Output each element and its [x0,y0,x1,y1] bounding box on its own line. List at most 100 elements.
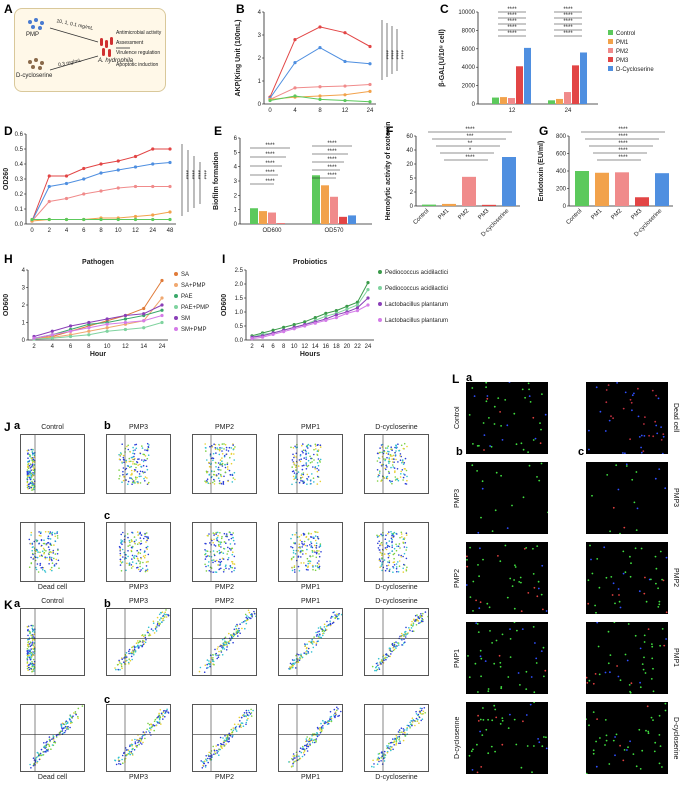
cell-dot [598,586,601,589]
flow-event [391,544,393,547]
flow-event [378,535,381,537]
flow-event [43,549,46,551]
flow-event [144,533,146,536]
flow-event [134,449,136,451]
flow-event [121,443,123,445]
cell-dot [481,480,484,483]
flow-event [218,754,220,756]
flow-event [231,566,234,569]
flow-event [312,536,315,539]
legend-label: Lactobacillus plantarum [385,302,448,308]
flow-event [390,741,393,744]
flow-event [40,531,42,533]
cell-dot [654,420,657,423]
flow-event [315,741,317,743]
flow-event [246,719,248,721]
cell-dot [661,452,664,455]
flow-event [309,461,312,464]
flow-event [418,617,421,620]
data-point [151,162,155,166]
cell-dot [607,384,610,386]
flow-event [315,544,318,547]
flow-event [126,562,128,565]
flow-event [233,471,236,474]
flow-event [137,464,139,466]
cell-dot [479,730,481,733]
flow-event [340,613,343,616]
flow-event [26,486,29,489]
cell-dot [507,676,510,678]
cell-dot [486,397,489,400]
flow-event [201,767,204,769]
data-point [99,189,103,193]
flow-event [217,477,220,479]
cell-dot [638,590,641,593]
flow-event [247,609,250,612]
cell-dot [590,558,592,561]
flow-scatter [193,705,256,771]
flow-event [290,446,292,449]
cell-dot [533,701,535,704]
fluorescence-label: PMP3 [454,488,461,508]
flow-event [127,545,129,547]
flow-event [29,467,32,469]
cell-dot [608,763,611,765]
flow-event [225,641,227,643]
flow-event [316,536,319,538]
flow-event [309,744,311,747]
flow-event [28,453,30,456]
flow-event [26,667,29,670]
flow-event [292,447,295,449]
flow-event [235,730,238,732]
y-tick-label: 0 [472,102,476,108]
flow-event [318,563,320,565]
cell-dot [540,462,543,465]
series-line [269,47,371,99]
flow-event [205,565,207,568]
flow-event [142,741,144,744]
flow-event [55,736,58,738]
flow-event [38,534,41,537]
cell-dot [534,642,536,644]
cell-dot [639,768,642,770]
bar [572,65,579,104]
cell-dot [605,739,608,742]
flow-plot [278,608,343,676]
cell-dot [513,607,516,610]
cell-dot [482,558,484,561]
cell-dot [547,511,549,514]
y-tick-label: 0 [563,204,567,210]
y-tick-label: 5 [234,150,238,156]
cell-dot [624,653,627,656]
flow-event [209,757,211,760]
flow-event [322,727,324,729]
flow-scatter [204,523,236,581]
y-tick-label: 40 [406,148,413,154]
flow-event [324,722,326,725]
flow-event [298,758,300,761]
flow-event [232,536,234,539]
flow-event [306,483,308,485]
flow-event [293,456,295,459]
flow-event [303,652,305,654]
flow-event [133,650,135,653]
flow-event [408,627,410,629]
flow-event [299,455,302,457]
flow-event [221,457,223,459]
flow-event [241,722,244,724]
cell-dot [628,684,631,686]
legend-swatch [608,30,613,35]
flow-event [35,550,37,553]
cell-dot [634,547,637,550]
flow-event [132,747,134,750]
flow-event [386,656,388,659]
flow-event [133,749,136,751]
legend-swatch [174,316,178,320]
flow-event [419,710,421,713]
cell-dot [529,703,532,706]
flow-event [231,553,234,556]
flow-event [118,756,120,759]
cell-dot [543,675,545,678]
flow-event [317,537,320,540]
